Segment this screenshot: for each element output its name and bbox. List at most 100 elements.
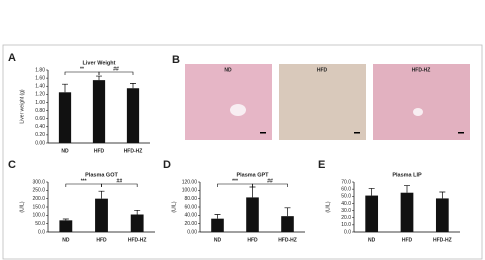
vessel <box>230 104 246 116</box>
y-axis-label: (U/L) <box>171 201 177 212</box>
error-bar <box>368 188 375 196</box>
significance-bracket <box>101 183 138 187</box>
y-tick-label: 60.0 <box>341 186 351 192</box>
significance-bracket <box>98 71 134 75</box>
y-tick-label: 100.0 <box>32 213 45 219</box>
vessel <box>413 108 423 116</box>
micrograph <box>279 64 366 140</box>
y-tick-label: 300.0 <box>32 179 45 185</box>
bar <box>92 80 106 143</box>
y-axis-label: (U/L) <box>19 201 25 212</box>
y-tick-label: 40.0 <box>341 201 351 207</box>
chart-title: Liver Weight <box>83 60 116 66</box>
y-tick-label: 40.00 <box>184 213 197 219</box>
bar <box>365 195 379 232</box>
y-tick-label: 0.40 <box>35 124 45 130</box>
bar <box>400 192 414 232</box>
x-tick-label: HFD <box>247 237 258 243</box>
x-tick-label: HFD-HZ <box>124 148 143 154</box>
x-tick-label: ND <box>62 237 70 243</box>
bar <box>246 197 259 232</box>
y-tick-label: 120.00 <box>182 179 198 185</box>
bar <box>435 198 449 232</box>
panel-letter: B <box>172 54 180 66</box>
significance-mark: *** <box>232 178 238 184</box>
micrograph <box>185 64 272 140</box>
panel-letter: C <box>8 159 16 171</box>
error-bar <box>96 75 102 81</box>
significance-bracket <box>252 183 288 187</box>
y-tick-label: 1.60 <box>35 75 45 81</box>
chart: D Plasma GPT (U/L) 0.00 20.00 40.00 60.00 80.00… <box>163 159 305 243</box>
y-tick-label: 20.00 <box>184 221 197 227</box>
significance-mark: ## <box>113 66 119 72</box>
chart-title: Plasma GOT <box>85 172 118 178</box>
x-tick-label: HFD <box>94 148 105 154</box>
x-tick-label: HFD-HZ <box>128 237 147 243</box>
y-tick-label: 50.0 <box>35 221 45 227</box>
y-tick-label: 200.0 <box>32 196 45 202</box>
bar <box>95 198 108 232</box>
y-tick-label: 20.0 <box>341 215 351 221</box>
significance-mark: ## <box>117 178 123 184</box>
x-tick-label: HFD-HZ <box>278 237 297 243</box>
error-bar <box>62 218 69 221</box>
y-tick-label: 1.40 <box>35 84 45 90</box>
error-bar <box>98 190 105 199</box>
bar <box>281 216 294 232</box>
error-bar <box>404 185 410 193</box>
image-label: HFD <box>317 67 328 73</box>
panel-letter: E <box>318 159 325 171</box>
y-tick-label: 0.60 <box>35 116 45 122</box>
x-tick-label: ND <box>214 237 222 243</box>
bar <box>58 92 72 143</box>
error-bar <box>214 214 221 219</box>
chart: E Plasma LIP (U/L) 0.010.020.030.040.050.0 6… <box>318 159 460 243</box>
x-tick-label: ND <box>368 237 376 243</box>
x-tick-label: ND <box>61 148 69 154</box>
error-bar <box>134 209 141 215</box>
y-tick-label: 0.20 <box>35 132 45 138</box>
significance-mark: ## <box>267 178 273 184</box>
error-bar <box>130 83 136 89</box>
y-tick-label: 0.00 <box>187 229 197 235</box>
y-tick-label: 100.00 <box>182 188 198 194</box>
error-bar <box>62 83 68 93</box>
chart: A Liver Weight Liver weight (g) 0.00 0.20 0.4… <box>8 52 150 154</box>
y-tick-label: 70.0 <box>341 179 351 185</box>
y-tick-label: 0.00 <box>35 140 45 146</box>
y-tick-label: 1.80 <box>35 67 45 73</box>
significance-mark: *** <box>81 178 87 184</box>
chart-title: Plasma LIP <box>392 172 422 178</box>
x-tick-label: HFD <box>402 237 413 243</box>
panel-letter: D <box>163 159 171 171</box>
micrograph <box>373 64 470 140</box>
image-label: ND <box>224 67 232 73</box>
y-tick-label: 0.0 <box>344 229 351 235</box>
significance-mark: ** <box>80 66 84 72</box>
x-tick-label: HFD-HZ <box>433 237 452 243</box>
y-tick-label: 10.0 <box>341 222 351 228</box>
histology-panel: B ND HFD HFD-HZ <box>172 54 470 140</box>
y-tick-label: 0.0 <box>38 229 45 235</box>
bar <box>126 88 140 143</box>
image-label: HFD-HZ <box>412 67 431 73</box>
y-tick-label: 250.0 <box>32 188 45 194</box>
panel-letter: A <box>8 52 16 64</box>
error-bar <box>284 207 291 217</box>
scale-bar <box>354 132 360 134</box>
x-tick-label: HFD <box>96 237 107 243</box>
y-tick-label: 30.0 <box>341 208 351 214</box>
scale-bar <box>458 132 464 134</box>
bar <box>130 214 144 232</box>
y-axis-label: (U/L) <box>325 201 331 212</box>
bar <box>211 218 224 232</box>
bar <box>59 220 73 232</box>
chart: C Plasma GOT (U/L) 0.0 50.0 100.0 150.0 200.0 25… <box>8 159 155 243</box>
y-tick-label: 0.80 <box>35 108 45 114</box>
scale-bar <box>260 132 266 134</box>
y-tick-label: 1.20 <box>35 92 45 98</box>
y-tick-label: 60.00 <box>184 204 197 210</box>
